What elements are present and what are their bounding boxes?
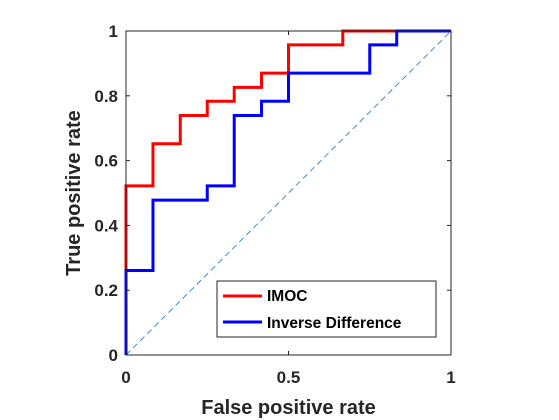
- series-line-inverse-difference: [124, 29, 451, 355]
- y-tick-label: 0.8: [94, 87, 118, 106]
- y-tick-label: 0.2: [94, 281, 118, 300]
- legend-box: [216, 280, 437, 338]
- x-tick-label: 1: [446, 368, 455, 387]
- legend: IMOC Inverse Difference: [216, 280, 437, 338]
- y-tick-label: 0.4: [94, 216, 118, 235]
- x-tick-label: 0.5: [277, 368, 301, 387]
- legend-label-imoc: IMOC: [267, 288, 307, 305]
- x-axis-title: False positive rate: [201, 397, 376, 419]
- y-axis-title: True positive rate: [63, 110, 85, 276]
- series-line-imoc: [124, 29, 451, 355]
- y-tick-label: 1: [109, 22, 118, 41]
- reference-diagonal-line: [125, 30, 452, 356]
- y-tick-label: 0.6: [94, 152, 118, 171]
- y-tick-label: 0: [109, 346, 118, 365]
- legend-label-inverse-difference: Inverse Difference: [267, 315, 402, 332]
- x-tick-label: 0: [121, 368, 130, 387]
- tick-layer: 0 0.5 1 0 0.2 0.4 0.6 0.8 1: [94, 22, 455, 387]
- series-layer: [124, 29, 451, 355]
- reference-layer: [125, 30, 452, 356]
